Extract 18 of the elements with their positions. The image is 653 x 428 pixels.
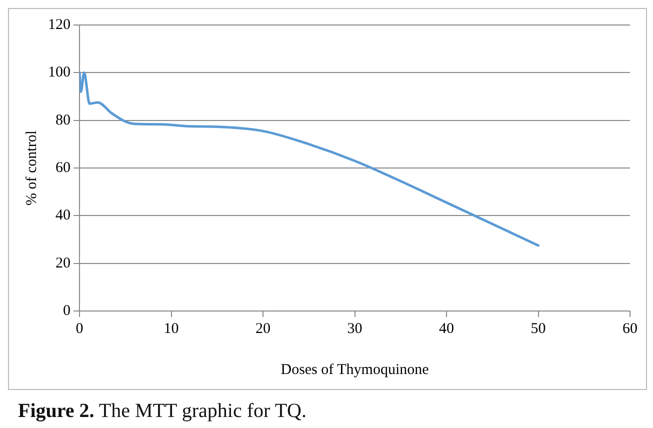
y-tick-label: 20 — [56, 255, 70, 272]
x-tick-label: 50 — [530, 320, 546, 337]
y-tick-label: 40 — [56, 208, 70, 224]
x-tick-label: 0 — [76, 320, 84, 337]
y-axis-title: % of control — [24, 130, 40, 206]
y-tick-label: 0 — [63, 302, 70, 319]
y-tick-label: 100 — [48, 64, 70, 81]
x-tick-label: 20 — [256, 320, 270, 337]
x-tick-label: 30 — [347, 320, 362, 337]
x-tick-label: 40 — [439, 320, 454, 337]
caption: Figure 2. The MTT graphic for TQ. — [18, 400, 306, 423]
y-tick-label: 60 — [56, 160, 70, 176]
x-tick-label: 60 — [622, 320, 638, 337]
y-tick-label: 80 — [56, 112, 70, 128]
line-series — [80, 71, 540, 247]
x-axis-title: Doses of Thymoquinone — [280, 362, 430, 378]
y-tick-label: 120 — [48, 16, 70, 33]
x-tick-label: 10 — [164, 320, 179, 337]
